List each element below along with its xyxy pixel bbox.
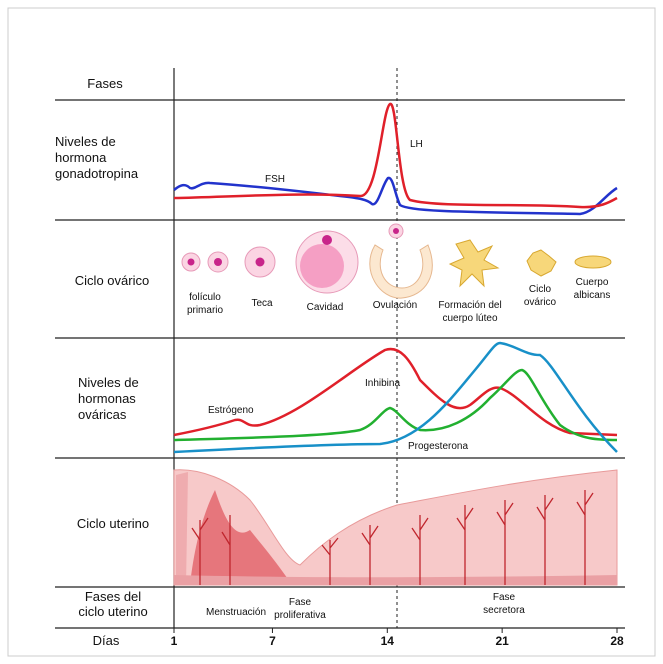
stage-label-line: Ciclo	[529, 284, 552, 295]
ovarian-icons-part	[214, 258, 222, 266]
stage-label-line: Cavidad	[307, 302, 344, 313]
row-label-line: Fases del	[85, 589, 141, 604]
hormone-label: Estrógeno	[208, 405, 254, 416]
row-label-line: Niveles de	[55, 134, 116, 149]
row-label-line: Días	[93, 633, 120, 648]
ovarian-icons-part	[188, 259, 195, 266]
stage-label-line: Cuerpo	[576, 277, 609, 288]
row-label-line: Niveles de	[78, 375, 139, 390]
stage-label: Ovulación	[373, 300, 417, 311]
row-label: Fases	[87, 76, 123, 91]
row-label-line: Ciclo ovárico	[75, 273, 149, 288]
hormone-label: Inhibina	[365, 378, 400, 389]
day-label: 28	[610, 634, 624, 648]
row-label-line: gonadotropina	[55, 166, 139, 181]
day-label: 21	[495, 634, 509, 648]
row-label-line: ciclo uterino	[78, 604, 147, 619]
ovarian-icons-part	[575, 256, 611, 268]
day-label: 1	[171, 634, 178, 648]
row-label-line: hormonas	[78, 391, 136, 406]
ovarian-icons-part	[322, 235, 332, 245]
uterine-phase-label-line: proliferativa	[274, 610, 326, 621]
row-label-line: hormona	[55, 150, 107, 165]
ovarian-icons-part	[300, 244, 344, 288]
row-label-line: Ciclo uterino	[77, 516, 149, 531]
stage-label-line: folículo	[189, 292, 221, 303]
stage-label: Teca	[251, 298, 273, 309]
stage-label-line: primario	[187, 305, 224, 316]
stage-label-line: Teca	[251, 298, 273, 309]
uterine-phase-label-line: Menstruación	[206, 607, 266, 618]
row-label-line: Fases	[87, 76, 123, 91]
row-label: Ciclo ovárico	[75, 273, 149, 288]
hormone-label: LH	[410, 139, 423, 150]
stage-label-line: cuerpo lúteo	[442, 313, 497, 324]
row-label: Días	[93, 633, 120, 648]
stage-label: Cavidad	[307, 302, 344, 313]
stage-label-line: Ovulación	[373, 300, 417, 311]
row-label: Ciclo uterino	[77, 516, 149, 531]
uterine-phase-label-line: secretora	[483, 605, 525, 616]
uterine-phase-label-line: Fase	[493, 592, 516, 603]
day-label: 7	[269, 634, 276, 648]
stage-label-line: albicans	[574, 290, 611, 301]
ovarian-icons-part	[256, 258, 265, 267]
menstrual-cycle-diagram: FasesNiveles dehormonagonadotropinaCiclo…	[0, 0, 663, 664]
ovarian-icons-part	[393, 228, 399, 234]
hormone-label: FSH	[265, 174, 285, 185]
row-label-line: ováricas	[78, 407, 127, 422]
hormone-label: Progesterona	[408, 441, 468, 452]
uterine-lining-part	[176, 472, 188, 585]
stage-label-line: ovárico	[524, 297, 557, 308]
stage-label-line: Formación del	[438, 300, 501, 311]
day-label: 14	[381, 634, 395, 648]
uterine-phase-label-line: Fase	[289, 597, 312, 608]
uterine-phase-label: Menstruación	[206, 607, 266, 618]
